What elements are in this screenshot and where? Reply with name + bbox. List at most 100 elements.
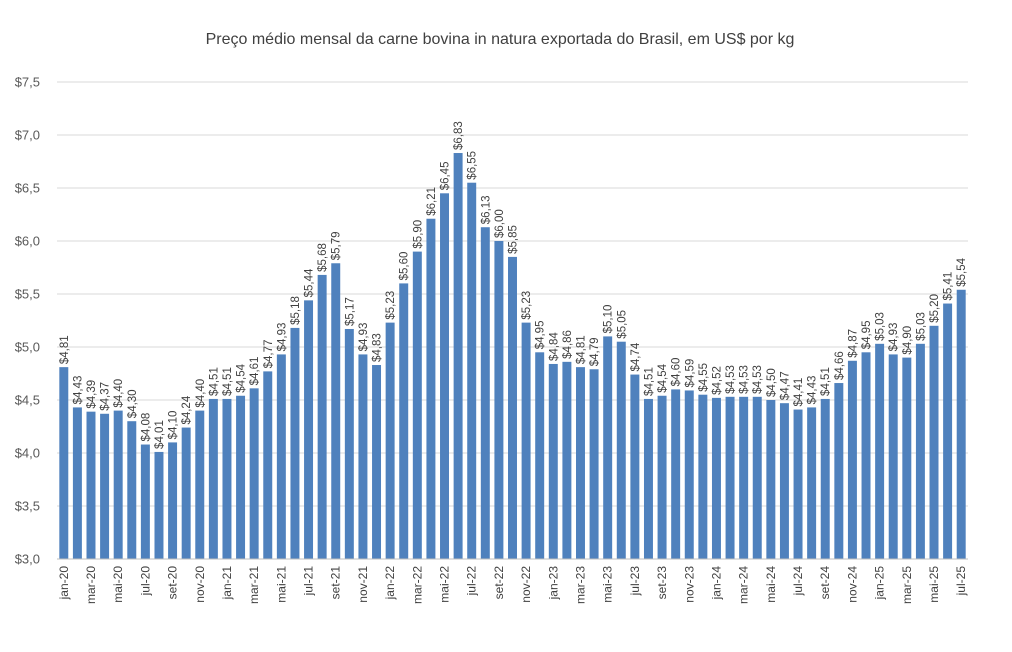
y-tick-label: $4,5 xyxy=(15,393,40,408)
data-label: $5,03 xyxy=(915,312,927,341)
bar xyxy=(766,400,776,559)
bar xyxy=(494,241,504,559)
x-tick-label: nov-21 xyxy=(356,566,370,603)
bar xyxy=(113,410,123,559)
bar xyxy=(276,354,286,559)
bar xyxy=(752,396,762,559)
data-label: $4,40 xyxy=(195,379,207,408)
data-label: $4,95 xyxy=(535,321,547,350)
bar xyxy=(317,274,327,559)
data-label: $5,10 xyxy=(603,305,615,334)
bar xyxy=(888,354,898,559)
data-label: $5,60 xyxy=(399,252,411,281)
data-label: $6,21 xyxy=(426,187,438,216)
y-tick-label: $6,5 xyxy=(15,181,40,196)
data-label: $5,85 xyxy=(508,225,520,254)
data-label: $5,44 xyxy=(304,268,316,297)
data-label: $5,79 xyxy=(331,231,343,260)
bar xyxy=(263,371,273,559)
y-tick-label: $5,0 xyxy=(15,340,40,355)
x-tick-label: jan-24 xyxy=(709,566,723,601)
data-label: $4,54 xyxy=(236,363,248,392)
data-label: $4,93 xyxy=(888,323,900,352)
bar xyxy=(372,365,382,559)
data-label: $6,83 xyxy=(453,121,465,150)
x-tick-label: jan-22 xyxy=(383,566,397,601)
bar xyxy=(480,227,490,559)
bar xyxy=(929,325,939,559)
bar xyxy=(100,413,110,559)
data-label: $4,59 xyxy=(684,359,696,388)
bar xyxy=(847,360,857,559)
data-label: $4,83 xyxy=(372,333,384,362)
bar xyxy=(399,283,409,559)
data-label: $4,93 xyxy=(276,323,288,352)
bar xyxy=(643,398,653,559)
data-labels: $4,81$4,43 $4,39 $4,37 $4,40 $4,30$4,08 $4,01… xyxy=(59,121,968,449)
bar xyxy=(59,367,69,559)
data-label: $4,51 xyxy=(820,367,832,396)
x-tick-label: mar-24 xyxy=(737,566,751,604)
bar xyxy=(875,343,885,559)
bar xyxy=(548,363,558,559)
data-label: $4,84 xyxy=(548,332,560,361)
bar xyxy=(698,394,708,559)
x-tick-label: mai-23 xyxy=(601,566,615,603)
x-tick-label: set-21 xyxy=(329,566,343,600)
bar xyxy=(222,398,232,559)
data-label: $5,23 xyxy=(385,291,397,320)
data-label: $4,40 xyxy=(113,379,125,408)
data-label: $4,24 xyxy=(181,395,193,424)
bar xyxy=(344,328,354,559)
data-label: $4,43 xyxy=(72,376,84,405)
data-label: $4,77 xyxy=(263,340,275,369)
data-label: $4,95 xyxy=(861,321,873,350)
data-label: $4,86 xyxy=(562,330,574,359)
data-label: $5,90 xyxy=(412,220,424,249)
x-tick-label: jul-24 xyxy=(791,566,805,597)
data-label: $4,53 xyxy=(725,365,737,394)
x-tick-label: jan-21 xyxy=(220,566,234,601)
data-label: $4,66 xyxy=(834,351,846,380)
data-label: $4,93 xyxy=(358,323,370,352)
bar xyxy=(630,374,640,559)
data-label: $4,10 xyxy=(168,411,180,440)
bar xyxy=(861,352,871,559)
y-tick-label: $7,0 xyxy=(15,128,40,143)
data-label: $4,41 xyxy=(793,378,805,407)
data-label: $4,08 xyxy=(140,413,152,442)
data-label: $4,30 xyxy=(127,389,139,418)
x-tick-label: jan-20 xyxy=(57,566,71,601)
data-label: $4,43 xyxy=(807,376,819,405)
data-label: $6,45 xyxy=(440,162,452,191)
bar xyxy=(426,218,436,560)
bar xyxy=(807,407,817,559)
bar xyxy=(711,397,721,559)
bar xyxy=(779,403,789,559)
bar xyxy=(467,182,477,559)
x-tick-label: jul-21 xyxy=(302,566,316,597)
bar xyxy=(671,389,681,559)
bar xyxy=(440,193,450,560)
bar xyxy=(154,451,164,559)
data-label: $4,81 xyxy=(59,335,71,364)
bar xyxy=(589,369,599,559)
x-tick-label: jan-23 xyxy=(546,566,560,601)
bar xyxy=(616,341,626,559)
bar xyxy=(358,354,368,559)
x-tick-label: mai-25 xyxy=(927,566,941,603)
x-tick-label: mar-21 xyxy=(247,566,261,604)
data-label: $4,81 xyxy=(575,335,587,364)
bar xyxy=(603,336,613,559)
data-label: $5,68 xyxy=(317,243,329,272)
bar xyxy=(915,343,925,559)
data-label: $4,50 xyxy=(766,368,778,397)
bar xyxy=(725,396,735,559)
bars xyxy=(59,153,966,560)
bar xyxy=(181,427,191,559)
data-label: $6,00 xyxy=(494,209,506,238)
data-label: $4,74 xyxy=(630,342,642,371)
data-label: $4,51 xyxy=(222,367,234,396)
x-tick-label: jan-25 xyxy=(873,566,887,601)
data-label: $4,51 xyxy=(643,367,655,396)
